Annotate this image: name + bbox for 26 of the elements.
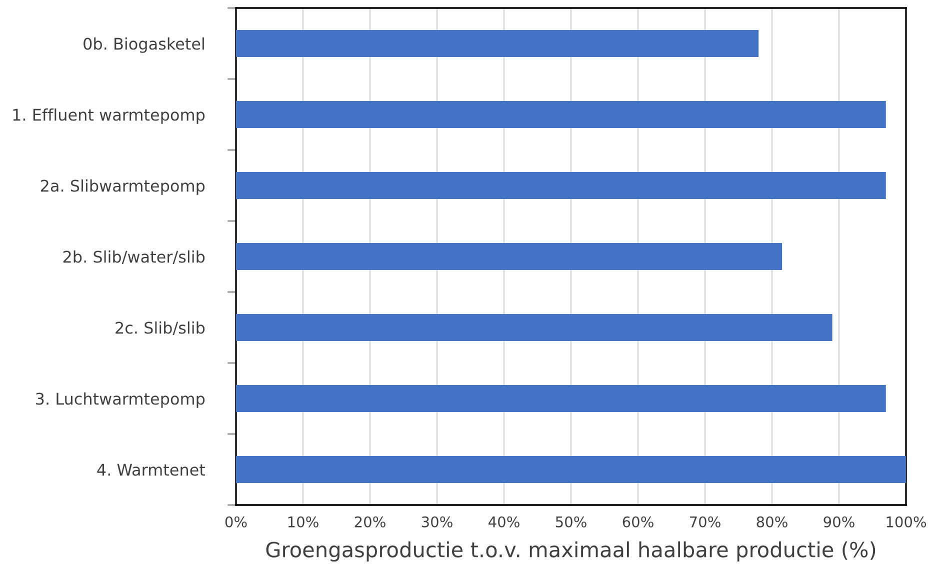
x-tick-label: 40% [488, 516, 520, 528]
bar [236, 172, 886, 199]
x-tick-label: 70% [690, 516, 720, 528]
x-tick-label: 30% [422, 516, 452, 528]
y-tick-label: 4. Warmtenet [97, 464, 206, 476]
bar [236, 314, 832, 341]
y-tick-label: 2c. Slib/slib [116, 321, 205, 336]
x-tick-label: 0% [225, 516, 247, 528]
bar [236, 101, 886, 128]
x-tick-label: 20% [354, 516, 386, 528]
y-tick-label: 2b. Slib/water/slib [63, 250, 205, 264]
x-axis-title: Groengasproductie t.o.v. maximaal haalbare productie (%) [266, 541, 876, 562]
x-tick-label: 60% [622, 516, 654, 528]
bar [236, 243, 782, 270]
y-tick-label: 1. Effluent warmtepomp [13, 108, 205, 124]
y-tick-label: 2a. Slibwarmtepomp [40, 179, 205, 195]
bar [236, 30, 759, 57]
x-tick-label: 80% [756, 516, 788, 528]
y-tick-label: 3. Luchtwarmtepomp [36, 392, 205, 408]
x-tick-label: 50% [556, 516, 586, 528]
x-tick-label: 90% [824, 516, 854, 528]
bar [236, 385, 886, 412]
y-tick-label: 0b. Biogasketel [84, 37, 204, 53]
bar [236, 456, 906, 483]
x-tick-label: 10% [288, 516, 318, 528]
x-tick-label: 100% [886, 516, 926, 528]
